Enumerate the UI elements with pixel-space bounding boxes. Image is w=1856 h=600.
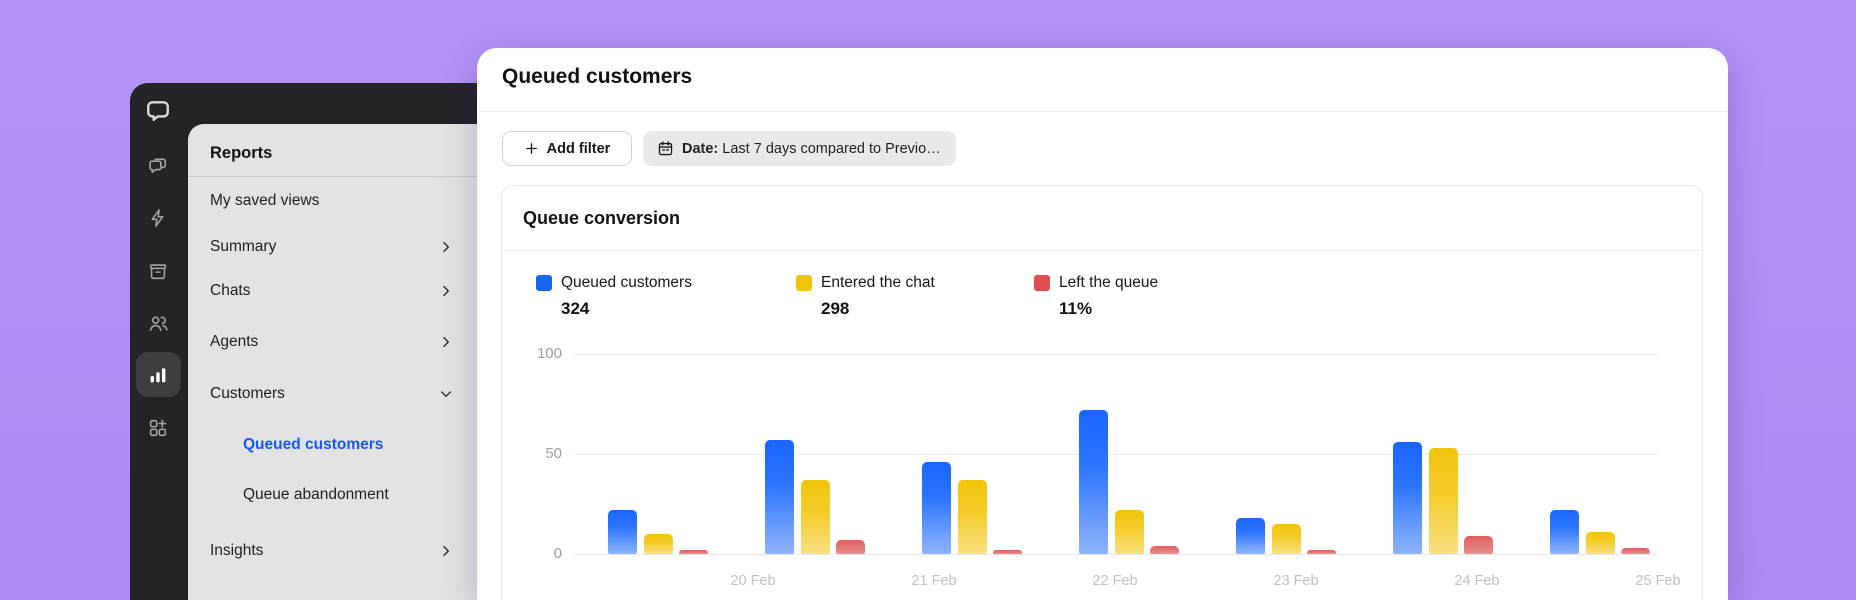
- bar-queued-customers-19-feb: [608, 510, 637, 554]
- sidebar-item-customers[interactable]: Customers: [188, 379, 477, 409]
- card-divider: [502, 250, 1702, 251]
- bar-queued-customers-23-feb: [1236, 518, 1265, 554]
- bar-left-the-queue-21-feb: [993, 550, 1022, 554]
- bar-queued-customers-22-feb: [1079, 410, 1108, 554]
- legend-swatch-yellow: [796, 275, 812, 291]
- plus-icon: [524, 141, 539, 156]
- sidebar-item-summary[interactable]: Summary: [188, 232, 477, 262]
- bar-chart-icon[interactable]: [145, 362, 171, 388]
- chevron-down-icon: [439, 387, 453, 401]
- sidebar-item-insights[interactable]: Insights: [188, 536, 477, 566]
- sidebar-item-agents[interactable]: Agents: [188, 327, 477, 357]
- sidebar-item-queue-abandonment[interactable]: Queue abandonment: [243, 486, 389, 503]
- x-axis-tick-label: 20 Feb: [730, 573, 776, 589]
- bar-left-the-queue-24-feb: [1464, 536, 1493, 554]
- bar-queued-customers-25-feb: [1550, 510, 1579, 554]
- gridline: [574, 354, 1659, 355]
- bar-entered-the-chat-25-feb: [1585, 532, 1615, 554]
- y-axis-tick-label: 0: [553, 545, 562, 562]
- legend-item-entered-the-chat[interactable]: Entered the chat 298: [796, 274, 935, 319]
- speech-bubble-logo-icon[interactable]: [145, 98, 171, 124]
- bar-entered-the-chat-20-feb: [800, 480, 830, 554]
- legend-item-left-the-queue[interactable]: Left the queue 11%: [1034, 274, 1158, 319]
- bar-left-the-queue-23-feb: [1307, 550, 1336, 554]
- date-filter-pill[interactable]: Date: Last 7 days compared to Previo…: [643, 131, 956, 166]
- sidebar-divider: [188, 176, 477, 177]
- sidebar-item-queued-customers[interactable]: Queued customers: [243, 436, 384, 453]
- x-axis-tick-label: 24 Feb: [1454, 573, 1500, 589]
- calendar-icon: [657, 140, 674, 157]
- bar-queued-customers-24-feb: [1393, 442, 1422, 554]
- gridline: [574, 554, 1659, 555]
- add-filter-button[interactable]: Add filter: [502, 131, 632, 166]
- chevron-right-icon: [439, 335, 453, 349]
- chevron-right-icon: [439, 544, 453, 558]
- bar-entered-the-chat-19-feb: [643, 534, 673, 554]
- bar-queued-customers-20-feb: [765, 440, 794, 554]
- archive-box-icon[interactable]: [145, 258, 171, 284]
- x-axis-tick-label: 25 Feb: [1635, 573, 1681, 589]
- queue-conversion-card: Queue conversion Queued customers 324 En…: [501, 185, 1703, 600]
- sidebar-item-chats[interactable]: Chats: [188, 276, 477, 306]
- x-axis-tick-label: 23 Feb: [1273, 573, 1319, 589]
- legend-total: 324: [561, 299, 590, 318]
- bar-entered-the-chat-22-feb: [1114, 510, 1144, 554]
- chevron-right-icon: [439, 284, 453, 298]
- reports-sidebar: Reports My saved views Summary Chats Age…: [188, 124, 477, 600]
- y-axis-tick-label: 50: [545, 445, 562, 462]
- date-filter-text: Date: Last 7 days compared to Previo…: [682, 140, 941, 157]
- people-icon[interactable]: [145, 310, 171, 336]
- gridline: [574, 454, 1659, 455]
- bar-entered-the-chat-21-feb: [957, 480, 987, 554]
- bar-left-the-queue-25-feb: [1621, 548, 1650, 554]
- sidebar-title: Reports: [210, 144, 273, 162]
- legend-item-queued-customers[interactable]: Queued customers 324: [536, 274, 692, 319]
- bar-left-the-queue-22-feb: [1150, 546, 1179, 554]
- bar-queued-customers-21-feb: [922, 462, 951, 554]
- lightning-bolt-icon[interactable]: [145, 205, 171, 231]
- legend-swatch-blue: [536, 275, 552, 291]
- x-axis-tick-label: 21 Feb: [911, 573, 957, 589]
- bar-chart-plot: 0 50 100 20 Feb 21 Feb 22 Feb 23 Feb 24 Feb 25 F…: [537, 345, 1681, 589]
- legend-total: 298: [821, 299, 850, 318]
- legend-total: 11%: [1059, 299, 1093, 318]
- y-axis-tick-label: 100: [536, 345, 562, 362]
- main-panel: Queued customers Add filter Date: Last 7…: [477, 48, 1728, 600]
- bar-left-the-queue-19-feb: [679, 550, 708, 554]
- card-title: Queue conversion: [523, 208, 681, 228]
- legend-swatch-red: [1034, 275, 1050, 291]
- chat-bubbles-icon[interactable]: [145, 152, 171, 178]
- bar-entered-the-chat-24-feb: [1428, 448, 1458, 554]
- page-title: Queued customers: [502, 65, 693, 88]
- chevron-right-icon: [439, 240, 453, 254]
- bar-left-the-queue-20-feb: [836, 540, 865, 554]
- bar-entered-the-chat-23-feb: [1271, 524, 1301, 554]
- apps-grid-plus-icon[interactable]: [145, 415, 171, 441]
- x-axis-tick-label: 22 Feb: [1092, 573, 1138, 589]
- sidebar-item-my-saved-views[interactable]: My saved views: [210, 192, 320, 209]
- header-divider: [477, 111, 1728, 112]
